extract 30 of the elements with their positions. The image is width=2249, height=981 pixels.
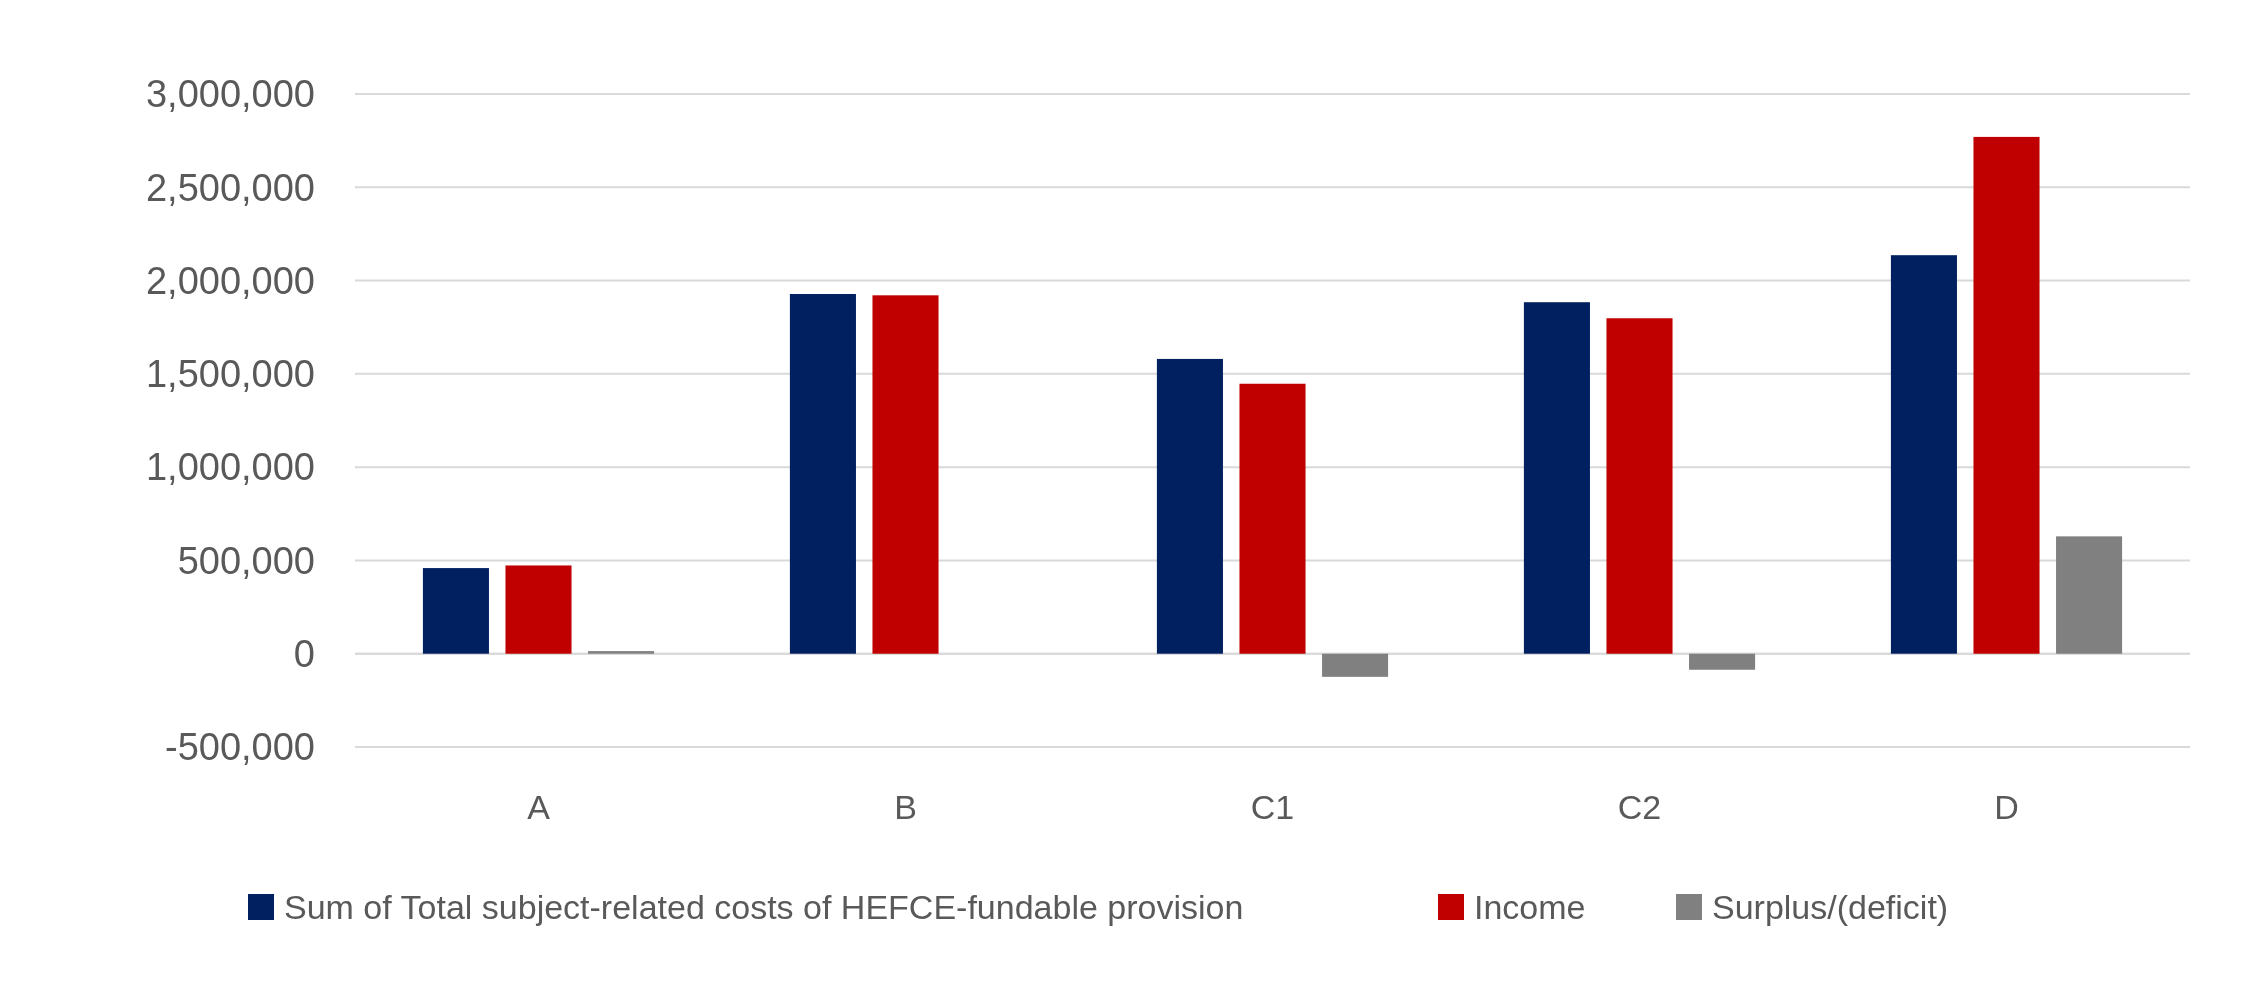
bar: [1606, 318, 1673, 654]
legend-label: Income: [1474, 887, 1586, 926]
bar: [1322, 653, 1389, 677]
bar: [422, 568, 489, 654]
x-tick-label: B: [894, 787, 917, 826]
bar: [1689, 653, 1756, 670]
bar: [1156, 358, 1223, 654]
y-tick-label: 1,000,000: [145, 446, 315, 489]
bar: [2056, 536, 2123, 654]
bar: [789, 294, 856, 654]
y-tick-label: 3,000,000: [145, 73, 315, 116]
y-tick-label: 0: [293, 633, 315, 676]
y-tick-label: 1,500,000: [145, 353, 315, 396]
bar: [588, 651, 655, 654]
y-tick-label: 500,000: [177, 539, 315, 582]
x-tick-label: A: [527, 787, 551, 826]
legend-label: Sum of Total subject-related costs of HEFCE-fundable provision: [284, 887, 1244, 926]
x-tick-label: D: [1994, 787, 2019, 826]
bar: [872, 295, 939, 654]
x-tick-label: C1: [1250, 787, 1295, 826]
bar: [1973, 136, 2040, 654]
bar: [1890, 255, 1957, 654]
bar: [1523, 302, 1590, 654]
y-tick-label: 2,500,000: [145, 166, 315, 209]
y-tick-label: -500,000: [164, 726, 315, 769]
bar: [1239, 383, 1306, 654]
x-tick-label: C2: [1617, 787, 1662, 826]
y-tick-label: 2,000,000: [145, 259, 315, 302]
legend-label: Surplus/(deficit): [1712, 887, 1949, 926]
bar: [505, 565, 572, 654]
